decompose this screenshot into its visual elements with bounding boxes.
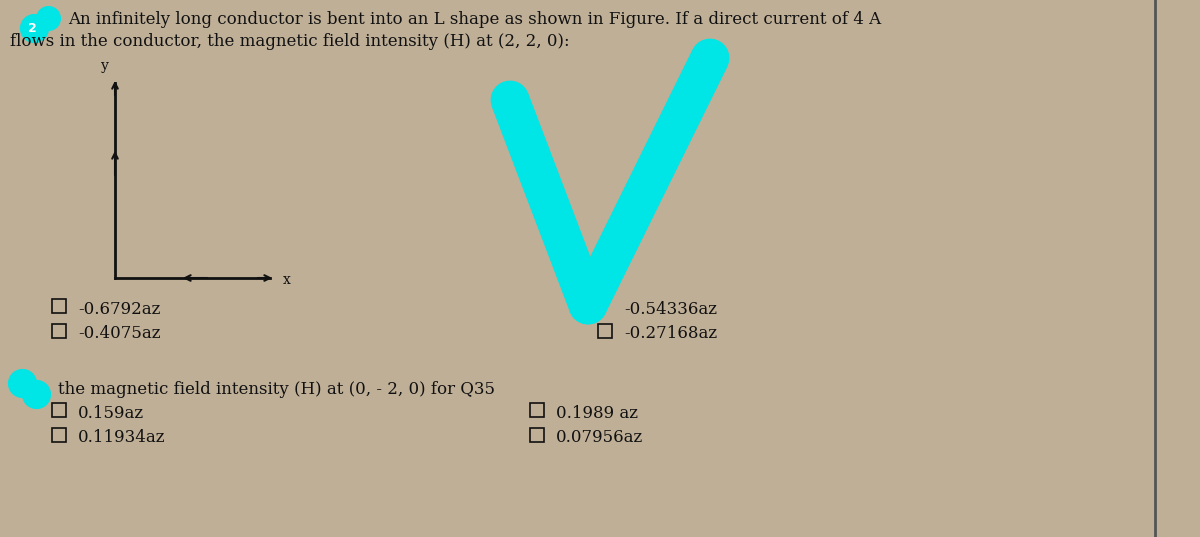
Text: y: y xyxy=(101,59,109,73)
Text: 0.11934az: 0.11934az xyxy=(78,430,166,446)
FancyBboxPatch shape xyxy=(52,324,66,338)
FancyBboxPatch shape xyxy=(52,403,66,417)
FancyBboxPatch shape xyxy=(52,299,66,313)
Text: the magnetic field intensity (H) at (0, - 2, 0) for Q35: the magnetic field intensity (H) at (0, … xyxy=(58,381,496,397)
Text: 0.1989 az: 0.1989 az xyxy=(556,404,638,422)
Text: x: x xyxy=(283,273,290,287)
Text: 2: 2 xyxy=(28,21,36,34)
Text: -0.54336az: -0.54336az xyxy=(624,301,718,317)
Text: An infinitely long conductor is bent into an L shape as shown in Figure. If a di: An infinitely long conductor is bent int… xyxy=(68,11,881,28)
Text: -0.27168az: -0.27168az xyxy=(624,325,718,343)
Text: flows in the conductor, the magnetic field intensity (H) at (2, 2, 0):: flows in the conductor, the magnetic fie… xyxy=(10,33,570,50)
FancyBboxPatch shape xyxy=(52,428,66,442)
Text: 0.07956az: 0.07956az xyxy=(556,430,643,446)
Text: -0.6792az: -0.6792az xyxy=(78,301,161,317)
Text: 0.159az: 0.159az xyxy=(78,404,144,422)
FancyBboxPatch shape xyxy=(530,428,544,442)
FancyBboxPatch shape xyxy=(530,403,544,417)
FancyBboxPatch shape xyxy=(598,324,612,338)
Text: -0.4075az: -0.4075az xyxy=(78,325,161,343)
